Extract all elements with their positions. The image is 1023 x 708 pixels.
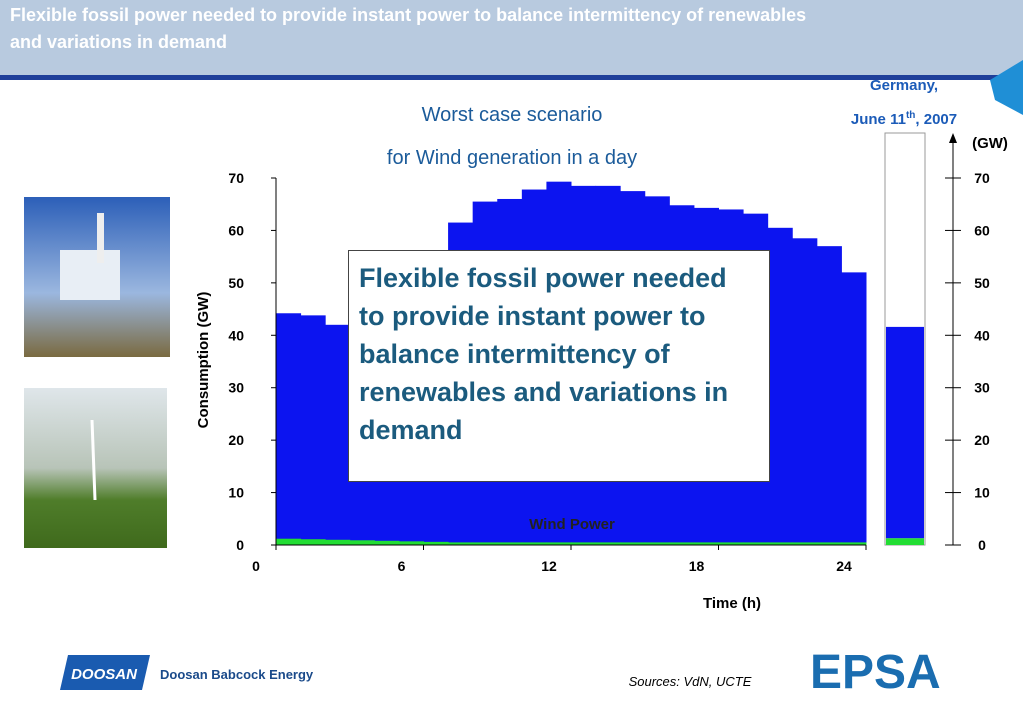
- header-line-1: Flexible fossil power needed to provide …: [10, 5, 806, 25]
- sources: Sources: VdN, UCTE: [629, 674, 752, 689]
- region-label: Germany,: [870, 77, 938, 94]
- plant-building: [60, 250, 120, 300]
- consumption-step: [276, 313, 302, 545]
- doosan-logo-text: DOOSAN: [71, 666, 138, 683]
- wind-step: [841, 542, 867, 545]
- header-line-2: and variations in demand: [10, 32, 227, 52]
- y-axis-title: Consumption (GW): [195, 292, 212, 429]
- column-segment: [886, 538, 924, 545]
- subtitle-1: Worst case scenario: [422, 104, 603, 126]
- y2-tick-label: 30: [974, 380, 990, 396]
- y2-tick-label: 10: [974, 485, 990, 501]
- wind-step: [644, 542, 670, 545]
- column-segment: [886, 326, 924, 539]
- turbine-tower: [90, 419, 97, 501]
- right-axis-unit: (GW): [972, 135, 1008, 152]
- date-part: , 2007: [915, 111, 957, 128]
- y-tick-label: 20: [228, 432, 244, 448]
- y2-tick-label: 70: [974, 170, 990, 186]
- wind-step: [276, 538, 302, 545]
- wind-step: [620, 542, 646, 545]
- y2-tick-label: 0: [978, 537, 986, 553]
- x-tick-label: 18: [689, 558, 705, 574]
- wind-step: [816, 542, 842, 545]
- wind-step: [718, 542, 744, 545]
- wind-step: [521, 542, 547, 545]
- consumption-step: [767, 227, 793, 546]
- consumption-step: [300, 315, 326, 545]
- y2-tick-label: 40: [974, 327, 990, 343]
- wind-step: [669, 542, 695, 545]
- x-tick-label: 6: [398, 558, 406, 574]
- header-bar: [0, 0, 1023, 75]
- x-tick-label: 0: [252, 558, 260, 574]
- header-line: [0, 75, 1000, 80]
- callout-box: Flexible fossil power needed to provide …: [348, 250, 770, 482]
- date-label: June 11th, 2007: [851, 110, 957, 128]
- consumption-step: [841, 272, 867, 545]
- y-tick-label: 0: [236, 537, 244, 553]
- y-tick-label: 30: [228, 380, 244, 396]
- wind-step: [374, 540, 400, 545]
- wind-step: [743, 542, 769, 545]
- wind-step: [300, 539, 326, 545]
- x-axis-title: Time (h): [703, 595, 761, 612]
- corner-decoration: [990, 60, 1023, 115]
- wind-step: [767, 542, 793, 545]
- y-tick-label: 70: [228, 170, 244, 186]
- wind-step: [546, 542, 572, 545]
- consumption-step: [792, 238, 818, 546]
- doosan-name: Doosan Babcock Energy: [160, 667, 314, 682]
- wind-step: [595, 542, 621, 545]
- y-tick-label: 10: [228, 485, 244, 501]
- wind-photo: [24, 388, 167, 548]
- doosan-logo: [60, 655, 150, 690]
- y2-tick-label: 60: [974, 222, 990, 238]
- consumption-step: [816, 246, 842, 545]
- x-tick-label: 24: [836, 558, 852, 574]
- wind-step: [497, 542, 523, 545]
- wind-label: Wind Power: [529, 516, 615, 533]
- wind-step: [693, 542, 719, 545]
- wind-step: [571, 542, 597, 545]
- x-tick-label: 12: [541, 558, 557, 574]
- y-tick-label: 50: [228, 275, 244, 291]
- wind-step: [423, 541, 449, 545]
- subtitle-2: for Wind generation in a day: [387, 147, 637, 169]
- y2-tick-label: 20: [974, 432, 990, 448]
- y2-tick-label: 50: [974, 275, 990, 291]
- y-tick-label: 60: [228, 222, 244, 238]
- wind-step: [398, 541, 424, 545]
- consumption-step: [325, 324, 351, 545]
- right-axis-arrow: [949, 133, 957, 143]
- plant-chimney: [97, 213, 104, 263]
- wind-step: [448, 542, 474, 545]
- epsa-logo: EPSA: [810, 646, 941, 699]
- date-part: June 11: [851, 111, 906, 128]
- wind-step: [325, 539, 351, 545]
- wind-step: [349, 540, 375, 545]
- date-sup: th: [906, 110, 915, 121]
- wind-step: [792, 542, 818, 545]
- wind-step: [472, 542, 498, 545]
- y-tick-label: 40: [228, 327, 244, 343]
